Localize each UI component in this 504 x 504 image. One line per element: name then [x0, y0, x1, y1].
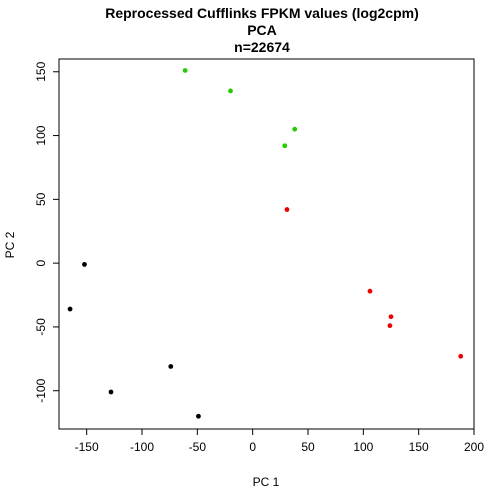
data-point-group-3 — [387, 323, 393, 329]
x-tick-label: -150 — [75, 440, 99, 454]
x-axis: -150 -100 -50 0 50 100 150 200 — [75, 429, 484, 454]
x-tick-label: -100 — [130, 440, 154, 454]
x-tick-label: 50 — [301, 440, 315, 454]
x-tick-label: 150 — [409, 440, 429, 454]
data-point-group-3 — [458, 353, 464, 359]
data-point-group-1 — [196, 413, 201, 419]
y-tick-label: 0 — [34, 259, 48, 266]
y-tick-label: -50 — [34, 318, 48, 336]
x-tick-label: -50 — [189, 440, 207, 454]
x-axis-label: PC 1 — [253, 475, 280, 489]
y-tick-label: 150 — [34, 61, 48, 81]
data-point-group-2 — [292, 126, 298, 132]
x-tick-label: 100 — [353, 440, 373, 454]
chart-title-line-1: Reprocessed Cufflinks FPKM values (log2c… — [105, 5, 419, 21]
data-point-group-2 — [282, 143, 288, 149]
y-axis-label: PC 2 — [3, 231, 17, 258]
data-points — [67, 68, 464, 419]
data-point-group-2 — [182, 68, 188, 73]
data-point-group-1 — [108, 389, 114, 395]
data-point-group-3 — [367, 288, 373, 294]
chart-title-line-3: n=22674 — [234, 39, 290, 55]
y-tick-label: -100 — [34, 378, 48, 402]
x-tick-label: 200 — [464, 440, 484, 454]
data-point-group-1 — [67, 306, 73, 312]
plot-frame — [58, 58, 475, 430]
x-tick-label: 0 — [249, 440, 256, 454]
y-tick-label: 50 — [34, 192, 48, 206]
data-point-group-1 — [168, 364, 174, 369]
chart-title-line-2: PCA — [247, 22, 277, 38]
data-point-group-1 — [82, 262, 87, 267]
y-tick-label: 100 — [34, 125, 48, 145]
data-point-group-3 — [284, 207, 290, 212]
y-axis: -100 -50 0 50 100 150 — [34, 61, 59, 403]
data-point-group-3 — [388, 314, 394, 320]
data-point-group-2 — [228, 88, 233, 94]
